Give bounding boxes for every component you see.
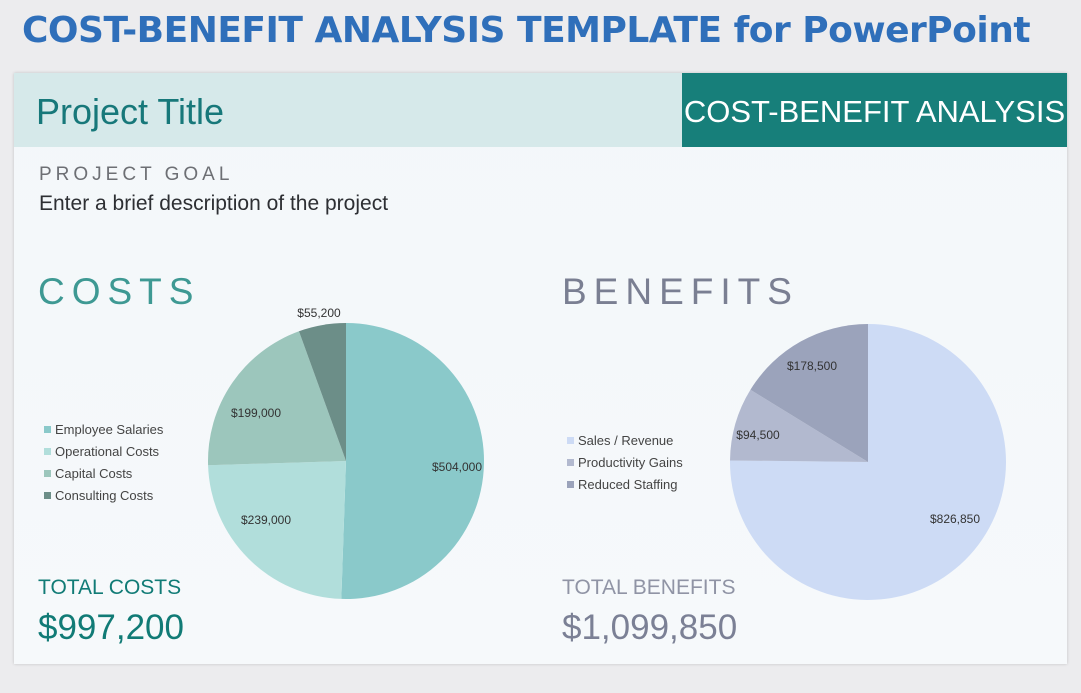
benefits-legend-item: Reduced Staffing	[567, 474, 683, 496]
costs-pie-chart: $504,000 $239,000 $199,000 $55,200	[208, 306, 485, 599]
analysis-label: COST-BENEFIT ANALYSIS	[683, 94, 1066, 129]
legend-label: Sales / Revenue	[578, 433, 674, 448]
costs-slice-label: $199,000	[231, 406, 281, 420]
benefits-legend: Sales / Revenue Productivity Gains Reduced…	[567, 430, 683, 496]
benefits-pie-chart: $826,850 $94,500 $178,500	[730, 324, 1007, 600]
project-goal-label: PROJECT GOAL	[39, 164, 234, 185]
project-title: Project Title	[36, 91, 225, 132]
analysis-band: COST-BENEFIT ANALYSIS	[682, 73, 1067, 147]
legend-swatch	[44, 426, 51, 433]
legend-label: Productivity Gains	[578, 455, 683, 470]
legend-label: Reduced Staffing	[578, 477, 678, 492]
project-goal-text: Enter a brief description of the project	[39, 192, 389, 215]
costs-legend-item: Employee Salaries	[44, 419, 163, 441]
total-costs-label: TOTAL COSTS	[38, 576, 182, 599]
benefits-slice-label: $94,500	[736, 428, 780, 442]
costs-slice-label: $504,000	[432, 460, 482, 474]
costs-legend-item: Consulting Costs	[44, 485, 163, 507]
costs-legend: Employee Salaries Operational Costs Capita…	[44, 419, 163, 507]
costs-slice-label: $239,000	[241, 513, 291, 527]
benefits-pie-slice	[730, 389, 868, 462]
slide: Project Title COST-BENEFIT ANALYSIS PROJ…	[14, 73, 1067, 664]
costs-pie-slice	[208, 331, 346, 466]
legend-swatch	[567, 437, 574, 444]
costs-legend-item: Operational Costs	[44, 441, 163, 463]
benefits-pie-slice	[750, 324, 868, 462]
total-benefits-label: TOTAL BENEFITS	[562, 576, 736, 599]
project-title-band: Project Title	[14, 73, 682, 147]
legend-label: Capital Costs	[55, 466, 133, 481]
costs-heading: COSTS	[38, 271, 201, 312]
legend-swatch	[567, 459, 574, 466]
total-costs-value: $997,200	[38, 608, 184, 647]
page-title: COST-BENEFIT ANALYSIS TEMPLATE for Power…	[22, 10, 1031, 51]
benefits-heading: BENEFITS	[562, 271, 799, 312]
benefits-pie-slice	[730, 324, 1007, 600]
benefits-slice-label: $826,850	[930, 512, 980, 526]
costs-legend-item: Capital Costs	[44, 463, 163, 485]
total-benefits-value: $1,099,850	[562, 608, 738, 647]
legend-label: Employee Salaries	[55, 422, 164, 437]
benefits-slice-label: $178,500	[787, 359, 837, 373]
benefits-legend-item: Productivity Gains	[567, 452, 683, 474]
costs-pie-slice	[298, 323, 346, 461]
costs-pie-slice	[208, 461, 346, 599]
costs-pie-slice	[341, 323, 485, 599]
benefits-legend-item: Sales / Revenue	[567, 430, 683, 452]
legend-swatch	[44, 470, 51, 477]
legend-swatch	[44, 492, 51, 499]
legend-swatch	[44, 448, 51, 455]
legend-label: Consulting Costs	[55, 488, 154, 503]
legend-swatch	[567, 481, 574, 488]
legend-label: Operational Costs	[55, 444, 160, 459]
costs-slice-label: $55,200	[297, 306, 341, 320]
